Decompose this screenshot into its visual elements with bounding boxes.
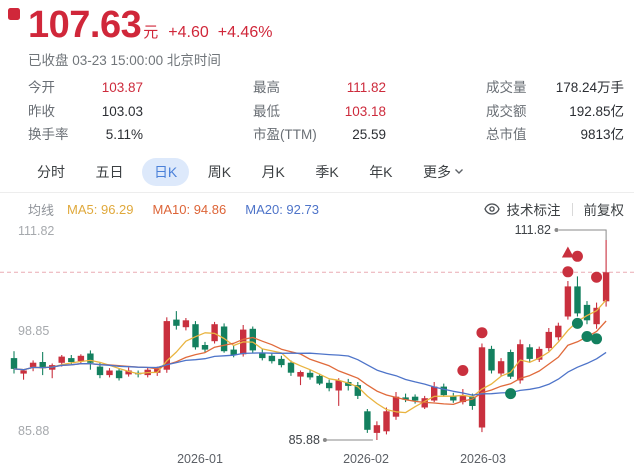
ma-title: 均线 [28,202,55,218]
ma-legend-item: MA10: 94.86 [152,201,227,217]
chevron-down-icon [454,168,464,175]
y-axis-label: 98.85 [18,324,49,338]
stat-row: 成交量 178.24万手 [486,79,624,98]
signal-dot [571,250,583,262]
signal-triangle [561,246,574,258]
x-axis-label: 2026-03 [460,452,506,466]
stat-label: 今开 [28,80,55,96]
stat-value: 111.82 [346,80,386,96]
signal-dot [505,388,517,400]
signal-dot [571,317,583,329]
stat-value: 5.11% [105,127,143,143]
stat-column: 今开 103.87 昨收 103.03 换手率 5.11% [28,79,143,145]
stat-column: 成交量 178.24万手成交额 192.85亿总市值 9813亿 [486,79,624,145]
stat-column: 最高 111.82 最低 103.18 市盈(TTM) 25.59 [253,79,386,145]
x-axis-labels: 2026-01 2026-02 2026-03 [177,452,506,466]
stat-label: 最高 [253,80,280,96]
stat-value: 103.18 [344,103,386,119]
stat-row: 市盈(TTM) 25.59 [253,126,386,145]
ma-values: MA5: 96.29 MA10: 94.86 MA20: 92.73 [67,202,338,217]
divider [571,202,573,216]
tech-annotation-toggle[interactable]: 技术标注 [506,203,561,219]
market-status: 已收盘 03-23 15:00:00 北京时间 [28,53,221,69]
annotations-layer: 111.82 85.88 [289,223,607,447]
stat-label: 成交量 [486,80,527,96]
currency-unit: 元 [143,24,159,41]
x-axis-label: 2026-01 [177,452,223,466]
stat-row: 最低 103.18 [253,103,386,122]
x-axis-label: 2026-02 [343,452,389,466]
stat-label: 最低 [253,103,280,119]
tab-更多[interactable]: 更多 [411,158,476,186]
candles-layer [10,239,610,440]
stat-row: 总市值 9813亿 [486,126,624,145]
stat-row: 换手率 5.11% [28,126,143,145]
price-change-percent: +4.46% [217,24,273,41]
stat-label: 换手率 [28,127,69,143]
tab-日K[interactable]: 日K [141,157,190,186]
stat-row: 成交额 192.85亿 [486,103,624,122]
stat-row: 今开 103.87 [28,79,143,98]
stat-label: 总市值 [486,127,527,143]
y-axis-labels: 111.82 98.85 85.88 [18,224,54,438]
signal-dot [476,327,488,339]
price-change: +4.60 [168,24,209,41]
low-annotation-label: 85.88 [289,433,320,447]
stat-value: 192.85亿 [569,103,624,119]
signal-dot [591,333,603,345]
app-logo [8,8,20,20]
signal-dot [581,330,593,342]
current-price: 107.63 [28,4,142,46]
tab-年K[interactable]: 年K [369,163,393,180]
stat-label: 成交额 [486,103,527,119]
quote-header: 107.63 元 +4.60 +4.46% 已收盘 03-23 15:00:00… [0,0,634,69]
signal-dot [562,266,574,278]
stat-value: 9813亿 [580,127,624,143]
y-axis-label: 111.82 [18,224,54,238]
adjust-mode-button[interactable]: 前复权 [583,203,625,219]
signal-markers-layer [457,246,603,400]
stat-label: 昨收 [28,103,55,119]
stat-row: 最高 111.82 [253,79,386,98]
tab-季K[interactable]: 季K [315,163,339,180]
stat-label: 市盈(TTM) [253,127,317,143]
stat-value: 103.87 [101,80,143,96]
signal-dot [591,271,603,283]
tab-分时[interactable]: 分时 [37,163,65,180]
stat-row: 昨收 103.03 [28,103,143,122]
stat-value: 178.24万手 [555,80,624,96]
period-tab-bar: 分时 五日 日K 周K 月K 季K 年K 更多 [0,157,634,193]
tab-周K[interactable]: 周K [207,163,232,180]
tab-五日[interactable]: 五日 [95,163,124,180]
y-axis-label: 85.88 [18,424,49,438]
signal-dot [457,364,469,376]
ma-legend-item: MA20: 92.73 [245,201,319,217]
quote-stats-grid: 今开 103.87 昨收 103.03 换手率 5.11% 最高 111.82 最低 103.18… [0,79,634,145]
tab-月K[interactable]: 月K [261,163,285,180]
high-annotation-label: 111.82 [515,223,551,237]
eye-icon [483,203,500,216]
stat-value: 25.59 [352,127,386,143]
ma-line-MA5 [13,299,607,414]
ma-legend-item: MA5: 96.29 [67,201,134,217]
ma-legend-row: 均线 MA5: 96.29 MA10: 94.86 MA20: 92.73 技术标注… [0,200,634,219]
stat-value: 103.03 [101,103,143,119]
